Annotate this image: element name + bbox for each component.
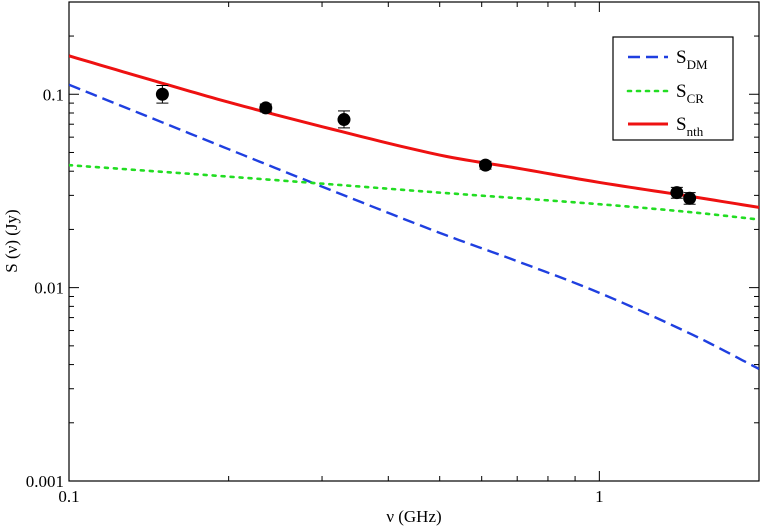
data-point xyxy=(670,186,684,200)
series-line-cr xyxy=(69,163,759,221)
data-marker xyxy=(670,186,684,200)
data-point xyxy=(155,84,169,104)
y-axis-label: S (ν) (Jy) xyxy=(2,209,21,272)
data-marker xyxy=(478,158,492,172)
x-tick-label: 0.1 xyxy=(58,487,79,506)
data-point xyxy=(337,110,351,129)
tick-labels: 0.1 1 0.001 0.01 0.1 xyxy=(26,85,604,506)
legend-label-nth: Snth xyxy=(676,114,704,139)
data-marker xyxy=(155,87,169,101)
axis-ticks xyxy=(68,1,760,482)
x-tick-label: 1 xyxy=(595,487,604,506)
legend-label-cr: SCR xyxy=(676,81,704,106)
x-axis-label: ν (GHz) xyxy=(386,507,441,526)
data-marker xyxy=(683,191,697,205)
y-tick-label: 0.01 xyxy=(34,279,64,298)
legend-label-subscript: CR xyxy=(687,91,705,106)
data-point xyxy=(259,101,273,115)
data-marker xyxy=(259,101,273,115)
series-line-dm xyxy=(69,83,759,370)
legend-label-subscript: DM xyxy=(687,57,708,72)
y-tick-label: 0.001 xyxy=(26,472,64,491)
series-line-nth xyxy=(69,54,759,209)
legend-label-main: S xyxy=(676,47,687,68)
series-curves xyxy=(69,54,759,370)
data-marker xyxy=(337,113,351,127)
legend-label-dm: SDM xyxy=(676,47,708,72)
legend-label-subscript: nth xyxy=(687,124,704,139)
data-points xyxy=(155,84,697,205)
legend-label-main: S xyxy=(676,81,687,102)
data-point xyxy=(478,158,492,172)
data-point xyxy=(683,191,697,205)
y-tick-label: 0.1 xyxy=(43,85,64,104)
legend-label-main: S xyxy=(676,114,687,135)
